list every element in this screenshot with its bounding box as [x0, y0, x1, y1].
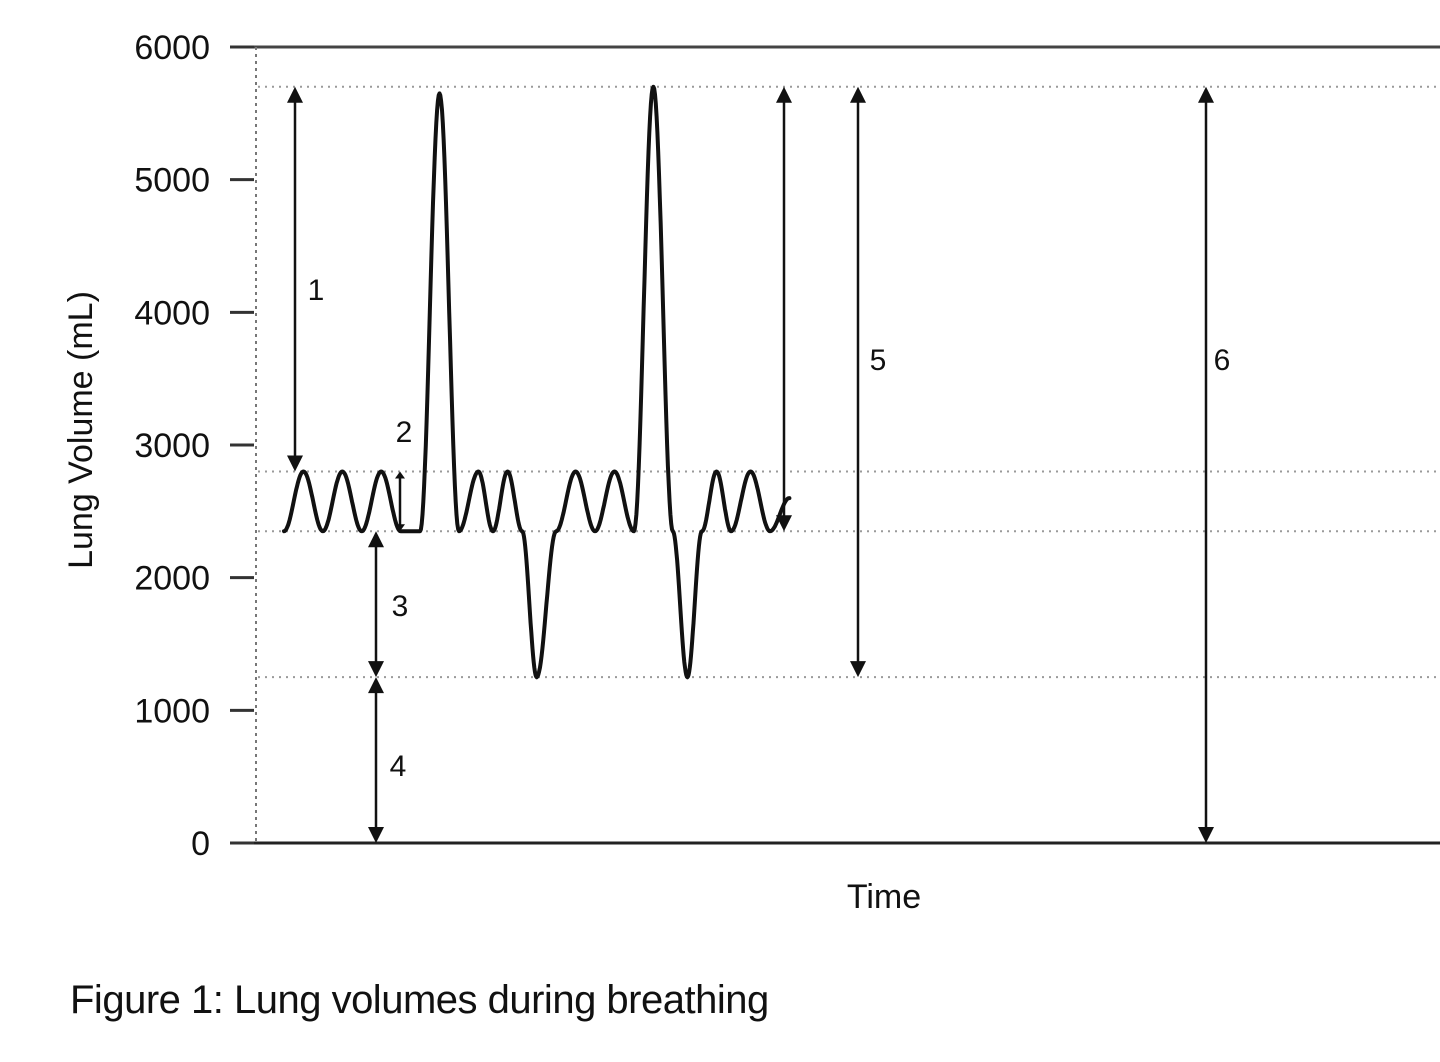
axes: 0 1000 2000 3000 4000 5000 6000	[134, 29, 1440, 863]
annotation-arrow-5-head-bottom	[850, 661, 866, 678]
annotation-arrow-5-head-top	[850, 86, 866, 103]
annotation-label-1: 1	[308, 274, 325, 307]
annotation-arrow-unlabeled-head-bottom	[776, 515, 792, 532]
y-tick-label-0: 0	[191, 825, 210, 863]
volume-line	[282, 84, 792, 680]
annotations: 1 2 3 4 5 6	[287, 86, 1231, 843]
annotation-arrow-unlabeled-head-top	[776, 86, 792, 103]
y-tick-label-6000: 6000	[134, 29, 210, 67]
annotation-arrow-3-head-bottom	[368, 661, 384, 678]
y-axis-label: Lung Volume (mL)	[62, 291, 100, 569]
annotation-arrow-4-head-top	[368, 677, 384, 694]
figure-caption: Figure 1: Lung volumes during breathing	[70, 978, 769, 1022]
annotation-label-5: 5	[870, 344, 887, 377]
annotation-label-2: 2	[396, 416, 413, 449]
y-tick-label-2000: 2000	[134, 560, 210, 598]
y-tick-label-1000: 1000	[134, 692, 210, 730]
annotation-arrow-unlabeled	[776, 86, 792, 532]
annotation-label-3: 3	[392, 590, 409, 623]
annotation-arrow-4-head-bottom	[368, 827, 384, 843]
volume-curve	[282, 84, 792, 680]
y-tick-label-3000: 3000	[134, 427, 210, 465]
annotation-arrow-1	[287, 86, 303, 472]
annotation-arrow-6-head-bottom	[1198, 827, 1214, 843]
y-tick-label-5000: 5000	[134, 162, 210, 200]
annotation-arrow-2-head-top	[395, 471, 405, 479]
annotation-arrow-2-head-bottom	[395, 524, 405, 532]
annotation-arrow-6	[1198, 86, 1214, 843]
annotation-arrow-3	[368, 531, 384, 678]
lung-volume-chart: 0 1000 2000 3000 4000 5000 6000 1 2 3 4 5 6 Time Lu…	[62, 29, 1440, 916]
annotation-arrow-2	[395, 471, 405, 532]
annotation-arrow-1-head-bottom	[287, 455, 303, 472]
annotation-label-4: 4	[390, 750, 407, 783]
x-axis-label: Time	[847, 878, 921, 916]
y-tick-label-4000: 4000	[134, 294, 210, 332]
annotation-arrow-3-head-top	[368, 531, 384, 548]
annotation-label-6: 6	[1214, 344, 1231, 377]
annotation-arrow-4	[368, 677, 384, 843]
annotation-arrow-5	[850, 86, 866, 678]
annotation-arrow-6-head-top	[1198, 86, 1214, 103]
annotation-arrow-1-head-top	[287, 86, 303, 103]
